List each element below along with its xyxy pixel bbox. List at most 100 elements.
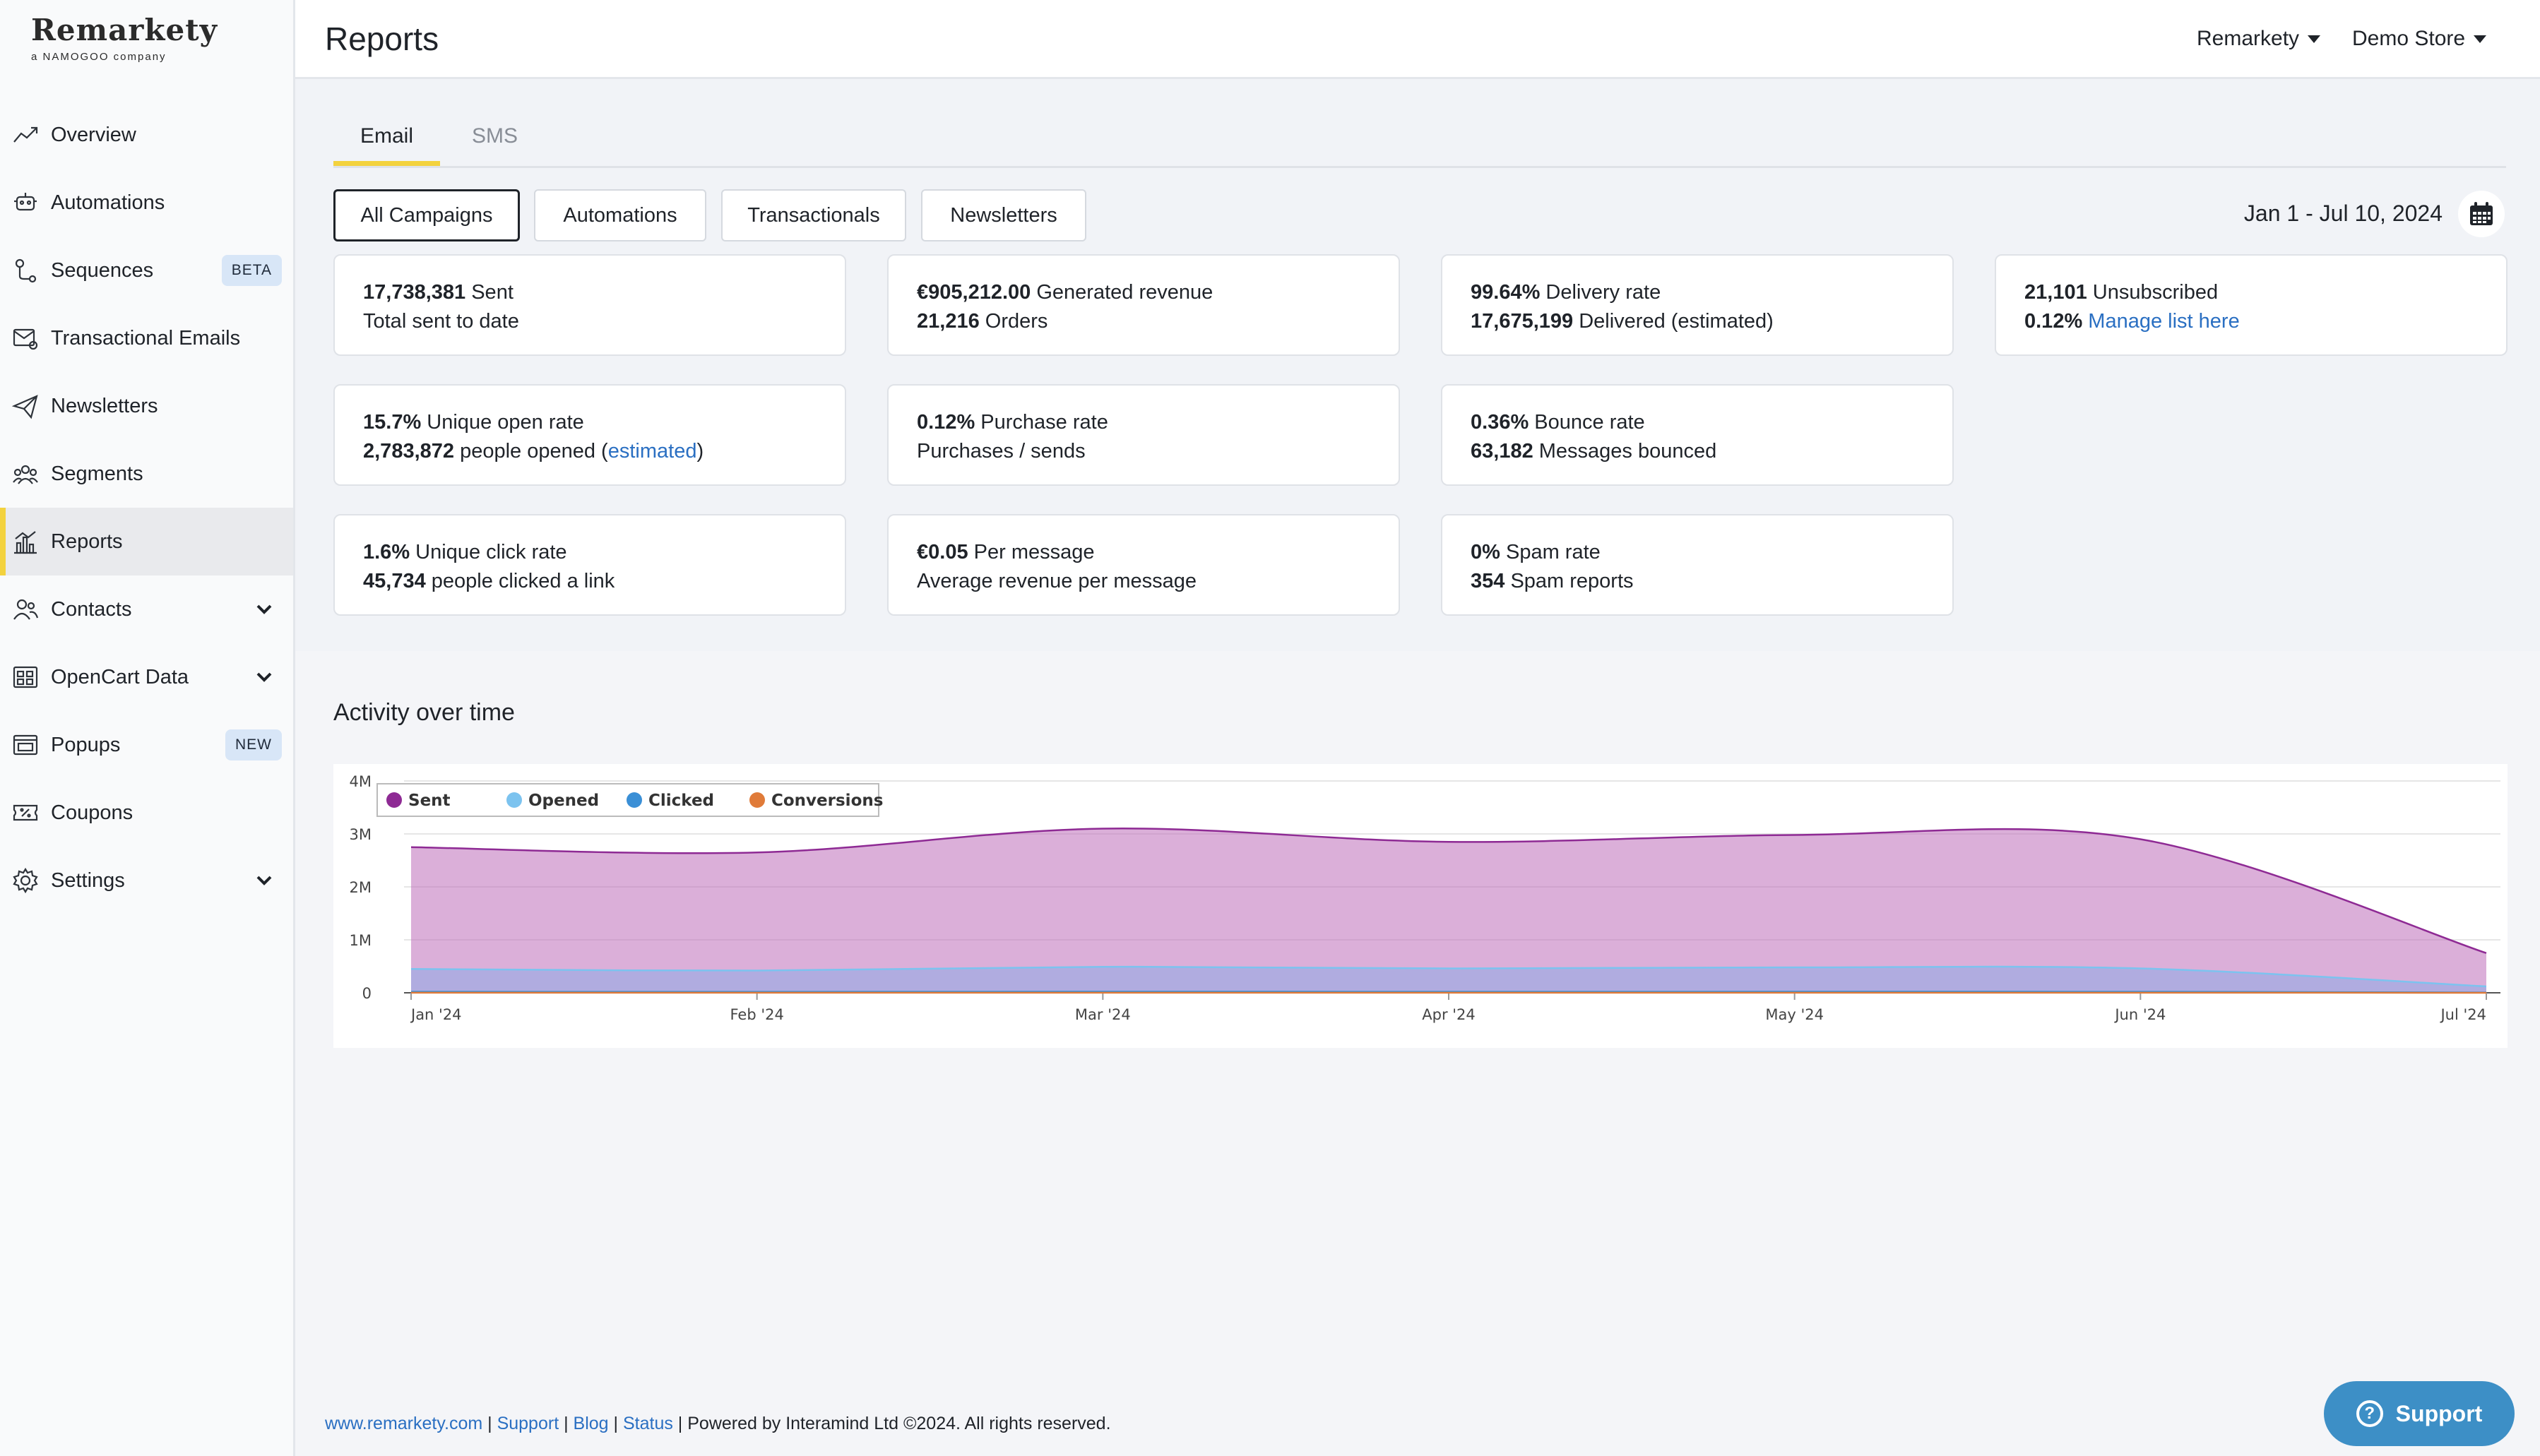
- sidebar-item-label: Coupons: [51, 801, 133, 824]
- line-opened: [410, 965, 2487, 988]
- tab-sms[interactable]: SMS: [472, 124, 518, 148]
- filter-newsletters-button[interactable]: Newsletters: [921, 189, 1086, 241]
- delivered-label: Delivered (estimated): [1579, 310, 1774, 333]
- estimated-link[interactable]: estimated: [607, 440, 697, 463]
- sidebar-item-label: Newsletters: [51, 394, 158, 417]
- sidebar-item-transactional-emails[interactable]: Transactional Emails: [0, 304, 293, 372]
- metric-card-open-rate: 15.7% Unique open rate 2,783,872 people …: [333, 384, 846, 486]
- bounced-label: Messages bounced: [1538, 440, 1717, 463]
- legend-swatch-sent: [386, 792, 402, 808]
- account-dropdown[interactable]: Remarkety: [2197, 27, 2321, 51]
- per-message-value: €0.05: [917, 541, 968, 563]
- new-badge: NEW: [225, 729, 282, 760]
- unsubscribed-label: Unsubscribed: [2092, 281, 2219, 304]
- support-chat-button[interactable]: ? Support: [2324, 1381, 2515, 1446]
- sent-value: 17,738,381: [363, 281, 466, 304]
- clicked-value: 45,734: [363, 570, 426, 592]
- paper-plane-icon: [10, 390, 41, 422]
- metric-card-revenue: €905,212.00 Generated revenue 21,216 Ord…: [887, 254, 1400, 356]
- contacts-icon: [10, 594, 41, 625]
- x-tick-label: Jan '24: [410, 1006, 462, 1023]
- unsubscribed-rate-value: 0.12%: [2024, 310, 2083, 333]
- click-rate-label: Unique click rate: [415, 541, 567, 563]
- legend-label-conversions: Conversions: [771, 792, 883, 810]
- manage-list-link[interactable]: Manage list here: [2088, 310, 2240, 333]
- orders-value: 21,216: [917, 310, 980, 333]
- per-message-label: Per message: [973, 541, 1095, 563]
- sidebar-nav: Overview Automations Sequences BETA Tran…: [0, 101, 293, 914]
- sidebar-item-contacts[interactable]: Contacts: [0, 575, 293, 643]
- legend-swatch-opened: [506, 792, 522, 808]
- open-rate-value: 15.7%: [363, 411, 422, 434]
- filter-transactionals-button[interactable]: Transactionals: [721, 189, 906, 241]
- brand-tagline: a NAMOGOO company: [31, 51, 167, 63]
- sidebar-item-automations[interactable]: Automations: [0, 169, 293, 237]
- x-tick-label: Jun '24: [2113, 1006, 2166, 1023]
- mail-gear-icon: [10, 323, 41, 354]
- route-icon: [10, 255, 41, 286]
- chevron-down-icon[interactable]: [254, 870, 275, 891]
- line-sent: [410, 828, 2487, 954]
- grid-icon: [10, 662, 41, 693]
- orders-label: Orders: [985, 310, 1048, 333]
- y-tick-label: 2M: [350, 879, 372, 896]
- opened-value: 2,783,872: [363, 440, 455, 463]
- sidebar-item-label: Sequences: [51, 258, 154, 282]
- date-range-label[interactable]: Jan 1 - Jul 10, 2024: [2243, 201, 2443, 226]
- store-dropdown[interactable]: Demo Store: [2352, 27, 2487, 51]
- sidebar-item-overview[interactable]: Overview: [0, 101, 293, 169]
- x-tick-label: Jul '24: [2439, 1006, 2486, 1023]
- filter-automations-button[interactable]: Automations: [534, 189, 706, 241]
- coupon-icon: [10, 797, 41, 828]
- sidebar-item-coupons[interactable]: Coupons: [0, 779, 293, 847]
- sidebar-item-opencart-data[interactable]: OpenCart Data: [0, 643, 293, 711]
- brand-logo[interactable]: Remarkety a NAMOGOO company: [31, 13, 217, 69]
- sidebar-item-label: Segments: [51, 462, 143, 485]
- click-rate-value: 1.6%: [363, 541, 410, 563]
- spam-rate-label: Spam rate: [1505, 541, 1601, 563]
- channel-tabs: Email SMS: [333, 117, 2506, 168]
- activity-chart: 0 1M 2M 3M 4M Jan '24 Feb '24 Mar '24 Apr '24 May…: [333, 764, 2508, 1048]
- y-tick-label: 4M: [350, 773, 372, 790]
- chevron-down-icon[interactable]: [254, 599, 275, 620]
- popup-window-icon: [10, 729, 41, 760]
- filter-all-campaigns-button[interactable]: All Campaigns: [333, 189, 520, 241]
- metric-card-per-message: €0.05 Per message Average revenue per me…: [887, 514, 1400, 616]
- robot-icon: [10, 187, 41, 218]
- sidebar-item-segments[interactable]: Segments: [0, 440, 293, 508]
- bounce-rate-label: Bounce rate: [1534, 411, 1645, 434]
- sidebar-item-label: Transactional Emails: [51, 326, 241, 350]
- sent-sublabel: Total sent to date: [363, 310, 519, 333]
- sidebar-item-popups[interactable]: Popups NEW: [0, 711, 293, 779]
- footer-status-link[interactable]: Status: [622, 1414, 673, 1433]
- sidebar-item-label: Reports: [51, 530, 123, 553]
- bounce-rate-value: 0.36%: [1471, 411, 1529, 434]
- sidebar-item-sequences[interactable]: Sequences BETA: [0, 237, 293, 304]
- footer-blog-link[interactable]: Blog: [573, 1414, 609, 1433]
- date-picker-button[interactable]: [2458, 191, 2505, 237]
- metric-card-spam-rate: 0% Spam rate 354 Spam reports: [1441, 514, 1954, 616]
- caret-down-icon: [2474, 35, 2487, 43]
- footer-site-link[interactable]: www.remarkety.com: [325, 1414, 483, 1433]
- sidebar-item-label: Automations: [51, 191, 165, 214]
- sidebar: Remarkety a NAMOGOO company Overview Aut…: [0, 0, 295, 1456]
- footer-support-link[interactable]: Support: [497, 1414, 559, 1433]
- delivery-rate-value: 99.64%: [1471, 281, 1541, 304]
- sidebar-item-label: Overview: [51, 123, 136, 146]
- sidebar-item-newsletters[interactable]: Newsletters: [0, 372, 293, 440]
- support-button-label: Support: [2395, 1400, 2483, 1426]
- tab-email[interactable]: Email: [333, 124, 441, 166]
- legend-label-sent: Sent: [408, 792, 451, 810]
- sidebar-item-reports[interactable]: Reports: [0, 508, 293, 575]
- bounced-value: 63,182: [1471, 440, 1533, 463]
- top-header: Reports Remarkety Demo Store: [295, 0, 2540, 79]
- sidebar-item-settings[interactable]: Settings: [0, 847, 293, 914]
- area-sent: [411, 828, 2486, 993]
- spam-reports-value: 354: [1471, 570, 1505, 592]
- footer-copyright: Powered by Interamind Ltd ©2024. All rig…: [687, 1414, 1111, 1433]
- y-tick-label: 0: [362, 985, 372, 1002]
- people-group-icon: [10, 458, 41, 489]
- delivery-rate-label: Delivery rate: [1545, 281, 1661, 304]
- chevron-down-icon[interactable]: [254, 667, 275, 688]
- gear-icon: [10, 865, 41, 896]
